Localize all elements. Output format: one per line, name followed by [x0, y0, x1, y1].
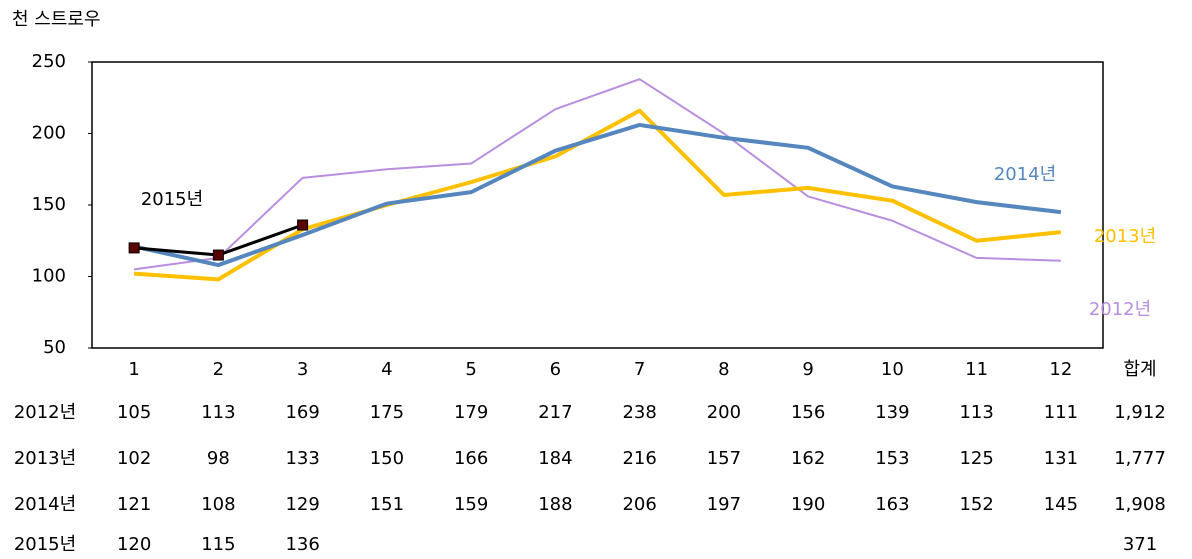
y-axis-label: 천 스트로우 — [12, 9, 101, 30]
table-cell: 121 — [117, 494, 151, 515]
table-cell: 197 — [707, 494, 741, 515]
x-tick-label: 4 — [381, 359, 392, 380]
table-cell: 184 — [538, 448, 572, 469]
x-tick-label: 5 — [465, 359, 476, 380]
series-line — [133, 122, 1062, 268]
x-tick-label: 3 — [297, 359, 308, 380]
table-cell: 113 — [201, 402, 235, 423]
series-label: 2013년 — [1094, 226, 1156, 247]
table-cell: 125 — [959, 448, 993, 469]
y-tick-label: 150 — [32, 194, 66, 215]
table-cell: 163 — [875, 494, 909, 515]
table-cell: 131 — [1044, 448, 1078, 469]
table-cell: 238 — [622, 402, 656, 423]
table-cell: 150 — [370, 448, 404, 469]
series-label: 2015년 — [141, 189, 203, 210]
table-cell: 216 — [622, 448, 656, 469]
series-label: 2012년 — [1089, 299, 1151, 320]
row-label: 2013년 — [14, 448, 76, 469]
y-tick-label: 250 — [32, 51, 66, 72]
table-total: 1,777 — [1114, 448, 1166, 469]
table-cell: 206 — [622, 494, 656, 515]
y-tick-label: 100 — [32, 266, 66, 287]
table-cell: 133 — [285, 448, 319, 469]
table-header: 합계 — [1123, 359, 1156, 380]
point-marker — [212, 249, 224, 261]
table-cell: 152 — [959, 494, 993, 515]
table-cell: 102 — [117, 448, 151, 469]
y-tick-label: 200 — [32, 123, 66, 144]
x-tick-label: 12 — [1049, 359, 1072, 380]
table-cell: 159 — [454, 494, 488, 515]
table-cell: 217 — [538, 402, 572, 423]
table-cell: 169 — [285, 402, 319, 423]
table-cell: 145 — [1044, 494, 1078, 515]
row-label: 2015년 — [14, 534, 76, 555]
table-cell: 166 — [454, 448, 488, 469]
point-marker — [297, 219, 309, 231]
table-cell: 105 — [117, 402, 151, 423]
table-total: 1,912 — [1114, 402, 1166, 423]
table-cell: 98 — [207, 448, 230, 469]
table-cell: 200 — [707, 402, 741, 423]
table-cell: 136 — [285, 534, 319, 555]
row-label: 2012년 — [14, 402, 76, 423]
y-tick-label: 50 — [43, 337, 66, 358]
series-label: 2014년 — [994, 164, 1056, 185]
point-marker — [128, 242, 140, 254]
x-tick-label: 2 — [213, 359, 224, 380]
x-tick-label: 9 — [802, 359, 813, 380]
table-cell: 111 — [1044, 402, 1078, 423]
table-cell: 179 — [454, 402, 488, 423]
x-tick-label: 8 — [718, 359, 729, 380]
x-tick-label: 7 — [634, 359, 645, 380]
table-cell: 129 — [285, 494, 319, 515]
x-tick-label: 10 — [881, 359, 904, 380]
plot-area — [91, 61, 1104, 349]
table-cell: 157 — [707, 448, 741, 469]
x-tick-label: 1 — [128, 359, 139, 380]
table-cell: 115 — [201, 534, 235, 555]
table-cell: 139 — [875, 402, 909, 423]
table-cell: 113 — [959, 402, 993, 423]
table-cell: 162 — [791, 448, 825, 469]
table-cell: 156 — [791, 402, 825, 423]
table-total: 371 — [1123, 534, 1157, 555]
table-cell: 175 — [370, 402, 404, 423]
series-line — [133, 108, 1062, 282]
table-cell: 190 — [791, 494, 825, 515]
series-line — [133, 78, 1061, 271]
table-cell: 151 — [370, 494, 404, 515]
table-cell: 108 — [201, 494, 235, 515]
row-label: 2014년 — [14, 494, 76, 515]
table-cell: 153 — [875, 448, 909, 469]
table-cell: 188 — [538, 494, 572, 515]
table-total: 1,908 — [1114, 494, 1166, 515]
x-tick-label: 11 — [965, 359, 988, 380]
table-cell: 120 — [117, 534, 151, 555]
x-tick-label: 6 — [550, 359, 561, 380]
